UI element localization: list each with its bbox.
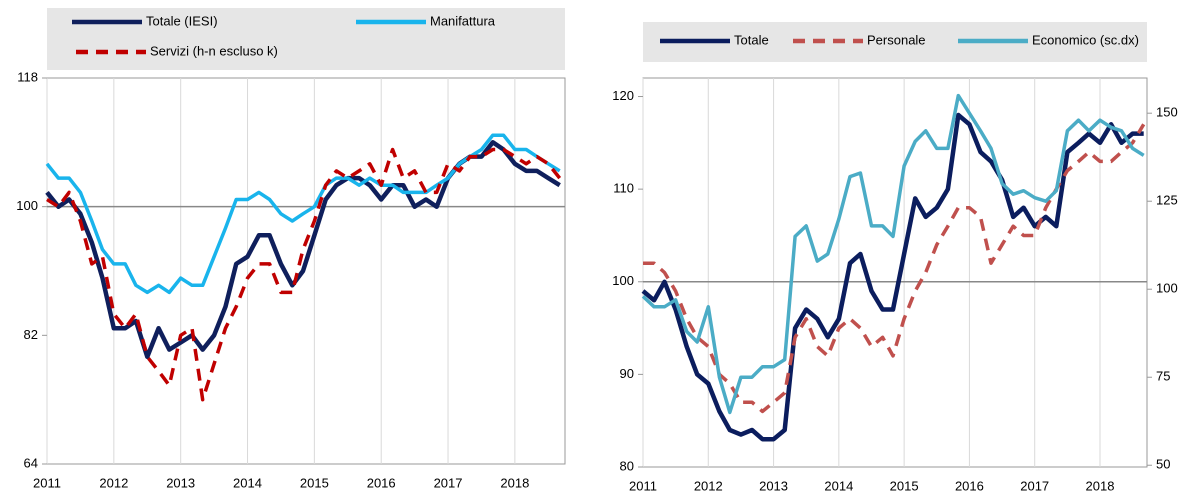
x-tick-label: 2014	[233, 475, 262, 490]
x-tick-label: 2015	[890, 478, 919, 493]
x-tick-label: 2012	[99, 475, 128, 490]
legend-box	[47, 8, 565, 70]
x-tick-label: 2011	[629, 478, 657, 493]
series-line	[641, 112, 1144, 442]
x-tick-label: 2011	[33, 475, 61, 490]
series-line	[45, 133, 561, 295]
legend-label: Economico (sc.dx)	[1032, 32, 1139, 47]
plot-frame	[46, 77, 566, 465]
y-tick-label: 64	[24, 455, 38, 470]
y-tick-label: 82	[24, 327, 38, 342]
y2-tick-label: 75	[1156, 369, 1170, 384]
x-tick-label: 2016	[367, 475, 396, 490]
y2-tick-label: 125	[1156, 193, 1178, 208]
y-tick-label: 80	[620, 458, 634, 473]
x-tick-label: 2015	[300, 475, 329, 490]
y2-tick-label: 100	[1156, 281, 1178, 296]
series-line	[46, 147, 562, 402]
x-tick-label: 2013	[759, 478, 788, 493]
series-line	[641, 93, 1145, 415]
y-tick-label: 90	[620, 366, 634, 381]
legend-label: Personale	[867, 32, 926, 47]
x-tick-label: 2017	[1020, 478, 1049, 493]
x-tick-label: 2014	[824, 478, 853, 493]
y-tick-label: 110	[613, 181, 634, 196]
x-tick-label: 2017	[434, 475, 463, 490]
y-tick-label: 100	[16, 198, 38, 213]
legend-label: Servizi (h-n escluso k)	[150, 43, 278, 58]
legend-label: Totale	[734, 32, 769, 47]
y-tick-label: 100	[612, 273, 634, 288]
x-tick-label: 2018	[500, 475, 529, 490]
legend-label: Totale (IESI)	[146, 13, 218, 28]
y2-tick-label: 50	[1156, 457, 1170, 472]
series-line	[643, 123, 1146, 414]
y-tick-label: 120	[612, 88, 634, 103]
x-tick-label: 2018	[1086, 478, 1115, 493]
x-tick-label: 2012	[694, 478, 723, 493]
legend-label: Manifattura	[430, 13, 496, 28]
series-line	[45, 140, 561, 360]
x-tick-label: 2013	[166, 475, 195, 490]
x-tick-label: 2016	[955, 478, 984, 493]
y-tick-label: 118	[17, 69, 38, 84]
y2-tick-label: 150	[1156, 105, 1178, 120]
